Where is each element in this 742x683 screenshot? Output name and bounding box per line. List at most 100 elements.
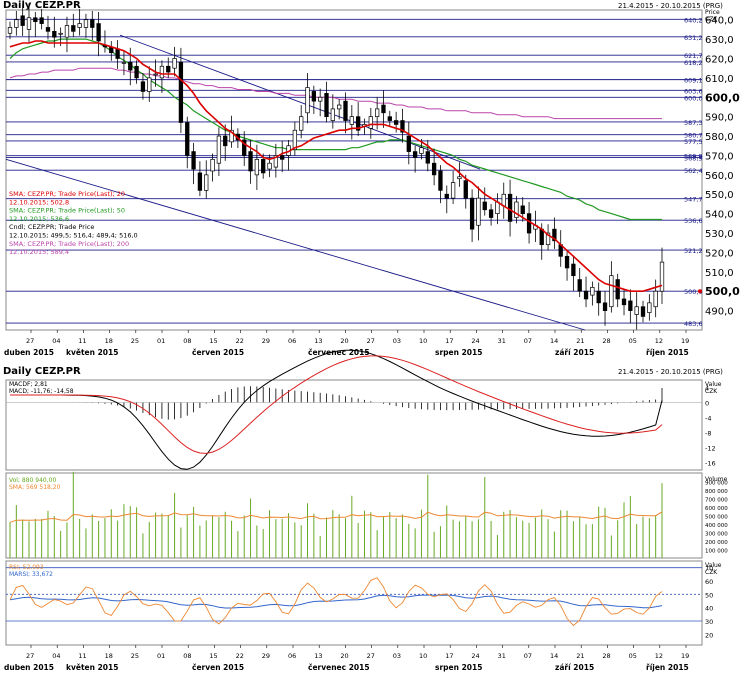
candle-body <box>412 151 418 158</box>
candle-body <box>254 158 260 176</box>
candle-body <box>216 135 222 164</box>
price-x-tick-label: 05 <box>629 337 637 345</box>
price-x-tick-label: 27 <box>367 337 375 345</box>
candle-body <box>387 116 392 121</box>
candle-body <box>564 255 570 269</box>
bottom-x-tick-label: 21 <box>576 652 584 660</box>
level-label: 500,0 <box>684 288 703 296</box>
price-month-label: červenec 2015 <box>308 348 370 357</box>
price-x-tick-label: 14 <box>550 337 558 345</box>
level-label: 603,6 <box>684 87 703 95</box>
candle-body <box>121 62 127 64</box>
candle-body <box>197 172 203 191</box>
volume-legend-entry: SMA; 569 518,20 <box>9 484 61 491</box>
price-x-tick-label: 08 <box>183 337 191 345</box>
price-legend-entry: SMA; CEZP.PR; Trade Price(Last); 200 <box>9 240 129 248</box>
bottom-x-tick-label: 19 <box>681 652 689 660</box>
indicator-title: Daily CEZP.PR <box>3 366 81 377</box>
level-label: 618,2 <box>684 59 703 67</box>
rsi-unit-label: CZK <box>705 569 718 576</box>
candle-body <box>58 32 63 35</box>
candle-body <box>71 25 76 32</box>
price-tick-label: 540,0 <box>705 210 734 221</box>
candle-body <box>495 201 500 214</box>
price-x-tick-label: 21 <box>576 337 584 345</box>
candle-body <box>438 170 443 191</box>
candle-body <box>166 65 171 73</box>
volume-tick-label: 300 000 <box>705 532 728 538</box>
price-x-tick-label: 19 <box>681 337 689 345</box>
level-label: 562,4 <box>684 167 703 175</box>
bottom-x-tick-label: 27 <box>367 652 375 660</box>
price-x-tick-label: 15 <box>209 337 217 345</box>
candle-body <box>349 116 354 125</box>
candle-body <box>83 19 89 28</box>
bottom-month-label: říjen 2015 <box>646 663 689 672</box>
candle-body <box>299 116 304 131</box>
candle-body <box>7 27 13 34</box>
volume-tick-label: 900 000 <box>705 481 728 487</box>
price-tick-label: 630,0 <box>705 35 734 46</box>
level-label: 640,2 <box>684 16 703 24</box>
level-label: 547,7 <box>684 196 703 204</box>
candle-body <box>640 306 646 317</box>
bottom-x-tick-label: 29 <box>262 652 270 660</box>
bottom-x-tick-label: 24 <box>471 652 479 660</box>
bottom-month-label: květen 2015 <box>66 663 118 672</box>
candle-body <box>33 17 38 22</box>
candle-body <box>159 65 165 79</box>
level-label: 483,6 <box>684 320 703 328</box>
level-label: 600,0 <box>684 94 703 102</box>
rsi-tick-label: 70 <box>705 565 713 573</box>
candle-body <box>609 275 614 308</box>
candle-body <box>356 116 361 131</box>
date-range: 21.4.2015 - 20.10.2015 (PRG) <box>618 2 723 10</box>
bottom-month-label: červen 2015 <box>192 663 244 672</box>
candle-body <box>26 17 32 30</box>
price-legend-entry: 12.10.2015; 536,6 <box>9 215 69 223</box>
price-tick-label: 610,0 <box>705 74 734 85</box>
price-x-tick-label: 07 <box>524 337 532 345</box>
candle-body <box>520 205 525 214</box>
candle-body <box>337 104 342 110</box>
candle-body <box>583 290 589 300</box>
price-legend-entry: 12.10.2015; 502,8 <box>9 198 69 206</box>
candle-body <box>457 176 462 180</box>
price-legend-entry: SMA; CEZP.PR; Trade Price(Last); 20 <box>9 190 125 198</box>
candle-body <box>64 25 70 38</box>
macd-tick-label: 4 <box>705 385 709 393</box>
candle-body <box>590 286 595 296</box>
rsi-tick-label: 20 <box>705 631 713 639</box>
candle-body <box>280 155 285 160</box>
volume-axis-title: Volume <box>705 476 728 483</box>
candle-body <box>621 298 627 306</box>
candle-body <box>406 135 411 152</box>
candle-body <box>507 193 513 222</box>
price-x-tick-label: 18 <box>105 337 113 345</box>
bottom-x-tick-label: 07 <box>524 652 532 660</box>
candle-body <box>393 120 399 125</box>
bottom-x-tick-label: 20 <box>340 652 348 660</box>
candle-body <box>444 193 449 199</box>
volume-tick-label: 800 000 <box>705 489 728 495</box>
price-tick-label: 550,0 <box>705 190 734 201</box>
price-x-tick-label: 27 <box>26 337 34 345</box>
bottom-x-tick-label: 25 <box>131 652 139 660</box>
level-label: 569,9 <box>684 153 703 161</box>
price-month-label: duben 2015 <box>4 348 54 357</box>
bottom-x-tick-label: 12 <box>655 652 663 660</box>
candle-body <box>602 302 608 311</box>
macd-unit-label: Value <box>705 381 722 388</box>
macd-tick-label: -4 <box>705 415 711 423</box>
price-x-tick-label: 28 <box>602 337 610 345</box>
candle-body <box>425 151 430 164</box>
macd-signal-line <box>10 355 663 454</box>
candle-body <box>14 19 19 28</box>
candle-body <box>476 197 481 226</box>
vol-panel-frame <box>5 472 703 559</box>
price-x-tick-label: 01 <box>157 337 165 345</box>
price-month-label: září 2015 <box>555 348 594 357</box>
price-tick-label: 510,0 <box>705 268 734 279</box>
bottom-x-tick-label: 03 <box>393 652 401 660</box>
candle-body <box>469 197 475 230</box>
